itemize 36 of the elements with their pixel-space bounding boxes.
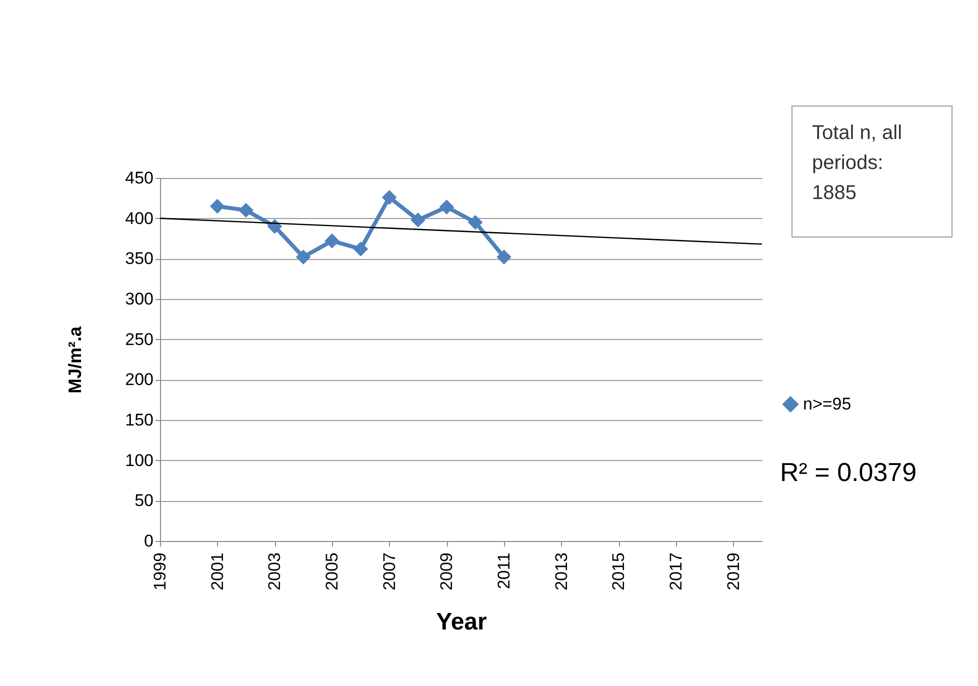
y-tick-label: 450: [125, 168, 154, 188]
x-tick-label: 1999: [150, 552, 170, 590]
x-tick-label: 2013: [552, 552, 571, 590]
point: [238, 202, 254, 218]
y-tick-label: 100: [125, 450, 154, 470]
y-axis-title: MJ/m².a: [65, 326, 86, 394]
x-tick-label: 2003: [265, 552, 284, 590]
x-tick-label: 2009: [437, 552, 456, 590]
text: R² = 0.0379: [780, 457, 917, 487]
point: [468, 214, 483, 230]
y-tick-label: 400: [125, 208, 154, 228]
point: [496, 250, 512, 264]
point: [353, 242, 368, 256]
point: [439, 200, 454, 214]
text: Total n, all periods: 1885: [812, 122, 902, 204]
x-tick-label: 2015: [609, 552, 628, 590]
y-tick-label: 0: [144, 532, 154, 550]
point: [382, 190, 397, 205]
x-axis-title: Year: [436, 608, 487, 636]
point: [210, 198, 225, 214]
point: [296, 250, 311, 264]
y-tick-label: 250: [125, 330, 154, 349]
x-tick-label: 2007: [380, 552, 399, 590]
y-tick-label: 300: [125, 290, 154, 308]
x-tick-label: 2005: [322, 552, 342, 590]
x-tick-label: 2011: [494, 552, 514, 590]
y-tick-label: 350: [125, 249, 154, 268]
y-tick-label: 50: [134, 491, 154, 510]
x-tick-label: 2001: [208, 552, 227, 590]
legend-label: n>=95: [803, 394, 852, 414]
x-tick-label: 2019: [724, 552, 743, 590]
x-tick-label: 2017: [666, 552, 686, 590]
point: [410, 212, 426, 228]
y-tick-label: 150: [125, 410, 154, 430]
point: [324, 234, 340, 248]
y-tick-label: 200: [125, 370, 154, 390]
